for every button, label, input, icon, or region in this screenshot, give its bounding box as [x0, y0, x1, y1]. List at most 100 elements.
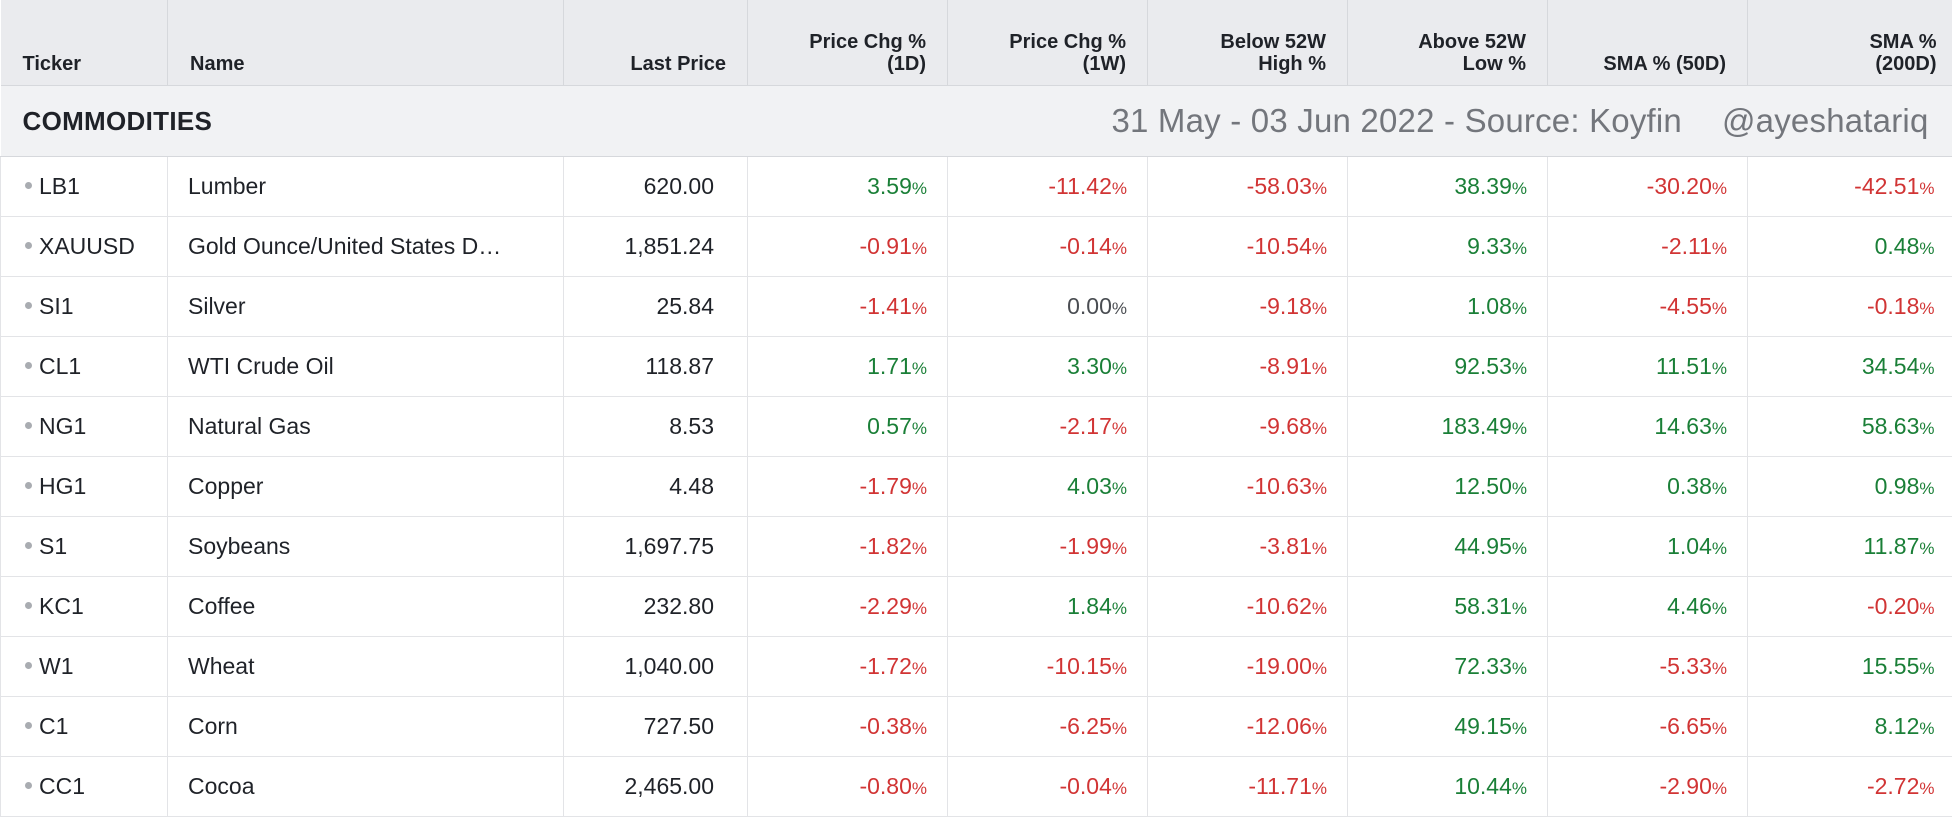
percent-value: 3.59	[867, 173, 912, 199]
sma50-cell: 0.38%	[1548, 457, 1748, 517]
column-header-ticker[interactable]: Ticker	[1, 0, 168, 86]
percent-sign: %	[1312, 359, 1327, 378]
bullet-icon	[25, 482, 32, 489]
percent-value: 8.12	[1875, 713, 1920, 739]
sma200-cell: 34.54%	[1748, 337, 1952, 397]
column-header-label: Low %	[1368, 53, 1526, 75]
ticker-cell[interactable]: C1	[1, 697, 168, 757]
sma200-cell: -2.72%	[1748, 757, 1952, 817]
column-header-chg1w[interactable]: Price Chg %(1W)	[948, 0, 1148, 86]
percent-sign: %	[1112, 479, 1127, 498]
column-header-sma200[interactable]: SMA %(200D)	[1748, 0, 1952, 86]
percent-value: -0.20	[1867, 593, 1919, 619]
percent-value: -2.90	[1659, 773, 1711, 799]
ticker-cell[interactable]: XAUUSD	[1, 217, 168, 277]
ticker-cell[interactable]: S1	[1, 517, 168, 577]
below52-cell: -9.18%	[1148, 277, 1348, 337]
percent-value: -9.18	[1259, 293, 1311, 319]
ticker-cell[interactable]: CL1	[1, 337, 168, 397]
percent-sign: %	[1712, 479, 1727, 498]
above52-cell: 9.33%	[1348, 217, 1548, 277]
ticker-text: CL1	[39, 353, 81, 379]
percent-value: 92.53	[1454, 353, 1512, 379]
percent-sign: %	[912, 239, 927, 258]
last-price-cell: 620.00	[564, 157, 748, 217]
ticker-cell[interactable]: W1	[1, 637, 168, 697]
ticker-cell[interactable]: SI1	[1, 277, 168, 337]
percent-sign: %	[1712, 239, 1727, 258]
percent-sign: %	[1512, 659, 1527, 678]
column-header-name[interactable]: Name	[168, 0, 564, 86]
percent-value: -0.38	[859, 713, 911, 739]
column-header-label: Below 52W	[1168, 31, 1326, 53]
percent-value: 11.87	[1864, 533, 1920, 559]
last-price-cell: 727.50	[564, 697, 748, 757]
percent-value: 0.98	[1875, 473, 1920, 499]
chg1d-cell: -0.80%	[748, 757, 948, 817]
group-cell: COMMODITIES 31 May - 03 Jun 2022 - Sourc…	[1, 86, 1952, 157]
percent-value: -10.54	[1247, 233, 1312, 259]
percent-value: 0.57	[867, 413, 912, 439]
percent-sign: %	[1112, 419, 1127, 438]
sma200-cell: 11.87%	[1748, 517, 1952, 577]
ticker-cell[interactable]: HG1	[1, 457, 168, 517]
above52-cell: 58.31%	[1348, 577, 1548, 637]
column-header-label: Ticker	[23, 53, 148, 75]
column-header-label: (1W)	[968, 53, 1126, 75]
percent-sign: %	[912, 299, 927, 318]
chg1d-cell: -1.41%	[748, 277, 948, 337]
percent-sign: %	[1712, 359, 1727, 378]
percent-value: 34.54	[1862, 353, 1920, 379]
percent-value: -12.06	[1247, 713, 1312, 739]
ticker-cell[interactable]: LB1	[1, 157, 168, 217]
below52-cell: -8.91%	[1148, 337, 1348, 397]
percent-sign: %	[1919, 599, 1934, 618]
percent-value: -2.17	[1059, 413, 1111, 439]
percent-sign: %	[1712, 599, 1727, 618]
column-header-label: SMA % (50D)	[1568, 53, 1726, 75]
group-header: COMMODITIES 31 May - 03 Jun 2022 - Sourc…	[1, 86, 1952, 156]
column-header-last[interactable]: Last Price	[564, 0, 748, 86]
percent-sign: %	[1712, 659, 1727, 678]
percent-sign: %	[1112, 779, 1127, 798]
percent-sign: %	[912, 179, 927, 198]
chg1w-cell: -0.14%	[948, 217, 1148, 277]
chg1d-cell: 3.59%	[748, 157, 948, 217]
percent-value: 3.30	[1067, 353, 1112, 379]
percent-value: 12.50	[1454, 473, 1512, 499]
percent-sign: %	[1512, 599, 1527, 618]
ticker-cell[interactable]: CC1	[1, 757, 168, 817]
group-title[interactable]: COMMODITIES	[23, 106, 213, 137]
column-header-sma50[interactable]: SMA % (50D)	[1548, 0, 1748, 86]
column-header-label: Price Chg %	[968, 31, 1126, 53]
chg1d-cell: 0.57%	[748, 397, 948, 457]
percent-sign: %	[1512, 179, 1527, 198]
percent-value: 1.71	[867, 353, 912, 379]
group-row-commodities[interactable]: COMMODITIES 31 May - 03 Jun 2022 - Sourc…	[1, 86, 1952, 157]
name-cell: Lumber	[168, 157, 564, 217]
percent-sign: %	[1919, 299, 1934, 318]
sma50-cell: -2.11%	[1548, 217, 1748, 277]
ticker-cell[interactable]: NG1	[1, 397, 168, 457]
percent-value: -2.29	[859, 593, 911, 619]
percent-value: -42.51	[1854, 173, 1919, 199]
above52-cell: 38.39%	[1348, 157, 1548, 217]
column-header-label: Above 52W	[1368, 31, 1526, 53]
above52-cell: 44.95%	[1348, 517, 1548, 577]
ticker-cell[interactable]: KC1	[1, 577, 168, 637]
column-header-chg1d[interactable]: Price Chg %(1D)	[748, 0, 948, 86]
